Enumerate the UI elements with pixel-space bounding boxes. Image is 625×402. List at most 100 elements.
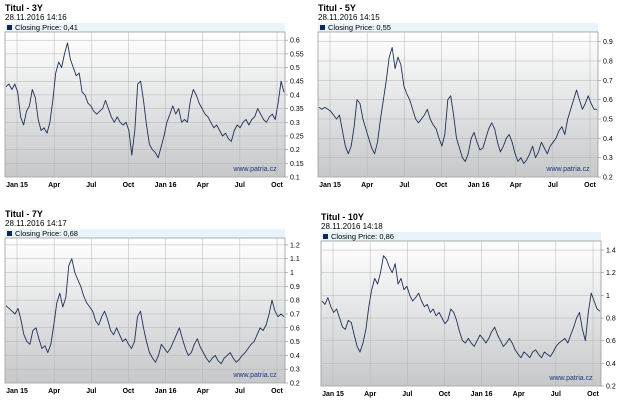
chart-timestamp: 28.11.2016 14:15 [318,13,380,22]
chart-timestamp: 28.11.2016 14:16 [5,13,67,22]
plot-area [4,31,286,178]
y-tick-label: 0.6 [290,38,300,45]
price-series-line [321,255,601,359]
y-tick-label: 0.6 [606,338,616,345]
y-tick-label: 0.7 [603,78,613,85]
y-tick-label: 0.8 [603,59,613,66]
plot-area [320,240,602,387]
plot-area [4,237,286,384]
line-chart-10y: Jan 15 Apr Jul Oct Jan 16 Apr Jul Oct 0.2 0.4 0.6 0… [320,240,616,398]
y-tick-label: 0.8 [290,298,300,305]
line-chart-5y: Jan 15 Apr Jul Oct Jan 16 Apr Jul Oct 0.2 0.3 0.4 0… [317,31,613,189]
x-tick-label: Jan 15 [6,388,28,395]
y-tick-label: 0.9 [603,39,613,46]
x-tick-label: Jul [551,391,561,398]
watermark-text: www.patria.cz [232,372,277,379]
y-tick-label: 0.9 [290,284,300,291]
x-tick-label: Jan 15 [6,182,28,189]
x-tick-label: Apr [48,388,60,395]
y-tick-label: 0.4 [290,353,300,360]
x-tick-label: Apr [513,391,525,398]
x-tick-label: Jul [235,388,245,395]
x-tick-label: Oct [271,182,283,189]
legend-swatch [323,234,328,239]
x-tick-label: Jul [235,182,245,189]
chart-timestamp: 28.11.2016 14:18 [321,222,383,231]
y-tick-label: 0.6 [290,325,300,332]
legend-swatch [7,25,12,30]
y-tick-label: 0.25 [290,133,304,140]
x-tick-label: Oct [123,388,135,395]
y-tick-label: 0.5 [290,339,300,346]
x-tick-label: Jan 16 [468,182,490,189]
x-tick-label: Jul [402,391,412,398]
y-tick-label: 0.2 [290,147,300,154]
x-tick-label: Jan 16 [155,388,177,395]
x-tick-label: Jan 16 [155,182,177,189]
line-chart-3y: Jan 15 Apr Jul Oct Jan 16 Apr Jul Oct 0.1 0.15 0.2… [4,31,304,189]
legend-label: Closing Price: 0,68 [15,229,78,238]
chart-title: Titul - 3Y [5,3,43,13]
x-tick-label: Jul [86,388,96,395]
y-tick-label: 0.45 [290,79,304,86]
y-tick-label: 0.8 [606,316,616,323]
x-tick-label: Jan 15 [322,391,344,398]
y-tick-label: 0.4 [290,92,300,99]
x-tick-label: Apr [48,182,60,189]
legend-label: Closing Price: 0,55 [328,23,391,32]
price-series-line [318,47,597,164]
x-tick-label: Oct [584,182,596,189]
y-tick-label: 0.3 [290,367,300,374]
y-tick-label: 0.2 [290,381,300,388]
x-tick-label: Oct [587,391,599,398]
x-tick-label: Oct [439,391,451,398]
price-series-line [5,258,285,365]
chart-legend: Closing Price: 0,41 [5,23,285,32]
x-tick-label: Apr [361,182,373,189]
chart-title: Titul - 10Y [321,212,364,222]
y-tick-label: 0.15 [290,161,304,168]
x-tick-label: Oct [123,182,135,189]
x-tick-label: Apr [197,182,209,189]
line-chart-7y: Jan 15 Apr Jul Oct Jan 16 Apr Jul Oct 0.2 0.3 0.4 0… [4,237,300,395]
chart-legend: Closing Price: 0,86 [321,232,601,241]
x-tick-label: Oct [436,182,448,189]
y-tick-label: 1 [290,270,294,277]
y-tick-label: 0.4 [603,136,613,143]
price-series-line [5,42,285,159]
legend-label: Closing Price: 0,86 [331,232,394,241]
x-tick-label: Apr [364,391,376,398]
y-tick-label: 1.4 [606,248,616,255]
chart-legend: Closing Price: 0,55 [318,23,598,32]
watermark-text: www.patria.cz [232,166,277,173]
chart-title: Titul - 5Y [318,3,356,13]
watermark-text: www.patria.cz [545,166,590,173]
legend-swatch [7,231,12,236]
legend-swatch [320,25,325,30]
y-tick-label: 0.55 [290,51,304,58]
chart-legend: Closing Price: 0,68 [5,229,285,238]
x-tick-label: Jul [86,182,96,189]
y-tick-label: 1.2 [606,270,616,277]
x-tick-label: Jan 16 [471,391,493,398]
x-tick-label: Jul [399,182,409,189]
x-tick-label: Jan 15 [319,182,341,189]
y-tick-label: 0.6 [603,97,613,104]
x-tick-label: Jul [548,182,558,189]
y-tick-label: 0.5 [290,65,300,72]
y-tick-label: 0.4 [606,361,616,368]
x-tick-label: Oct [271,388,283,395]
y-tick-label: 0.7 [290,311,300,318]
watermark-text: www.patria.cz [548,375,593,382]
legend-label: Closing Price: 0,41 [15,23,78,32]
y-tick-label: 1.2 [290,242,300,249]
chart-title: Titul - 7Y [5,209,43,219]
plot-area [317,31,599,178]
chart-timestamp: 28.11.2016 14:17 [5,219,67,228]
y-tick-label: 1.1 [290,256,300,263]
y-tick-label: 0.1 [290,175,300,182]
y-tick-label: 1 [606,293,610,300]
y-tick-label: 0.3 [290,120,300,127]
y-tick-label: 0.2 [603,175,613,182]
y-tick-label: 0.35 [290,106,304,113]
